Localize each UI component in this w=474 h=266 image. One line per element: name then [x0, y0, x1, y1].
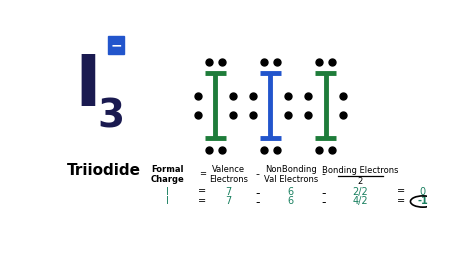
Text: −: −	[110, 38, 122, 52]
Text: Triiodide: Triiodide	[66, 163, 141, 178]
Text: NonBonding
Val Electrons: NonBonding Val Electrons	[264, 165, 318, 184]
Text: =: =	[199, 169, 206, 178]
Text: =: =	[397, 196, 405, 206]
Text: 3: 3	[98, 97, 125, 135]
Text: 6: 6	[288, 196, 294, 206]
Text: -: -	[255, 186, 260, 200]
Text: =: =	[199, 186, 207, 197]
Text: -: -	[321, 196, 326, 209]
Text: -: -	[322, 169, 326, 179]
Text: =: =	[397, 186, 405, 197]
Text: 2/2: 2/2	[353, 186, 368, 197]
Text: I: I	[166, 186, 169, 197]
Text: 7: 7	[225, 196, 231, 206]
Text: Bonding Electrons: Bonding Electrons	[322, 166, 399, 175]
Text: -: -	[255, 196, 260, 209]
Text: =: =	[199, 196, 207, 206]
Text: -: -	[321, 186, 326, 200]
Text: Formal
Charge: Formal Charge	[151, 165, 184, 184]
Text: 0: 0	[420, 186, 426, 197]
Text: I: I	[166, 196, 169, 206]
Text: Valence
Electrons: Valence Electrons	[209, 165, 248, 184]
Text: -1: -1	[418, 196, 428, 206]
Text: 6: 6	[288, 186, 294, 197]
Text: 7: 7	[225, 186, 231, 197]
Text: 2: 2	[358, 177, 363, 186]
Text: -: -	[255, 169, 260, 179]
Text: 4/2: 4/2	[353, 196, 368, 206]
Text: I: I	[74, 52, 101, 121]
